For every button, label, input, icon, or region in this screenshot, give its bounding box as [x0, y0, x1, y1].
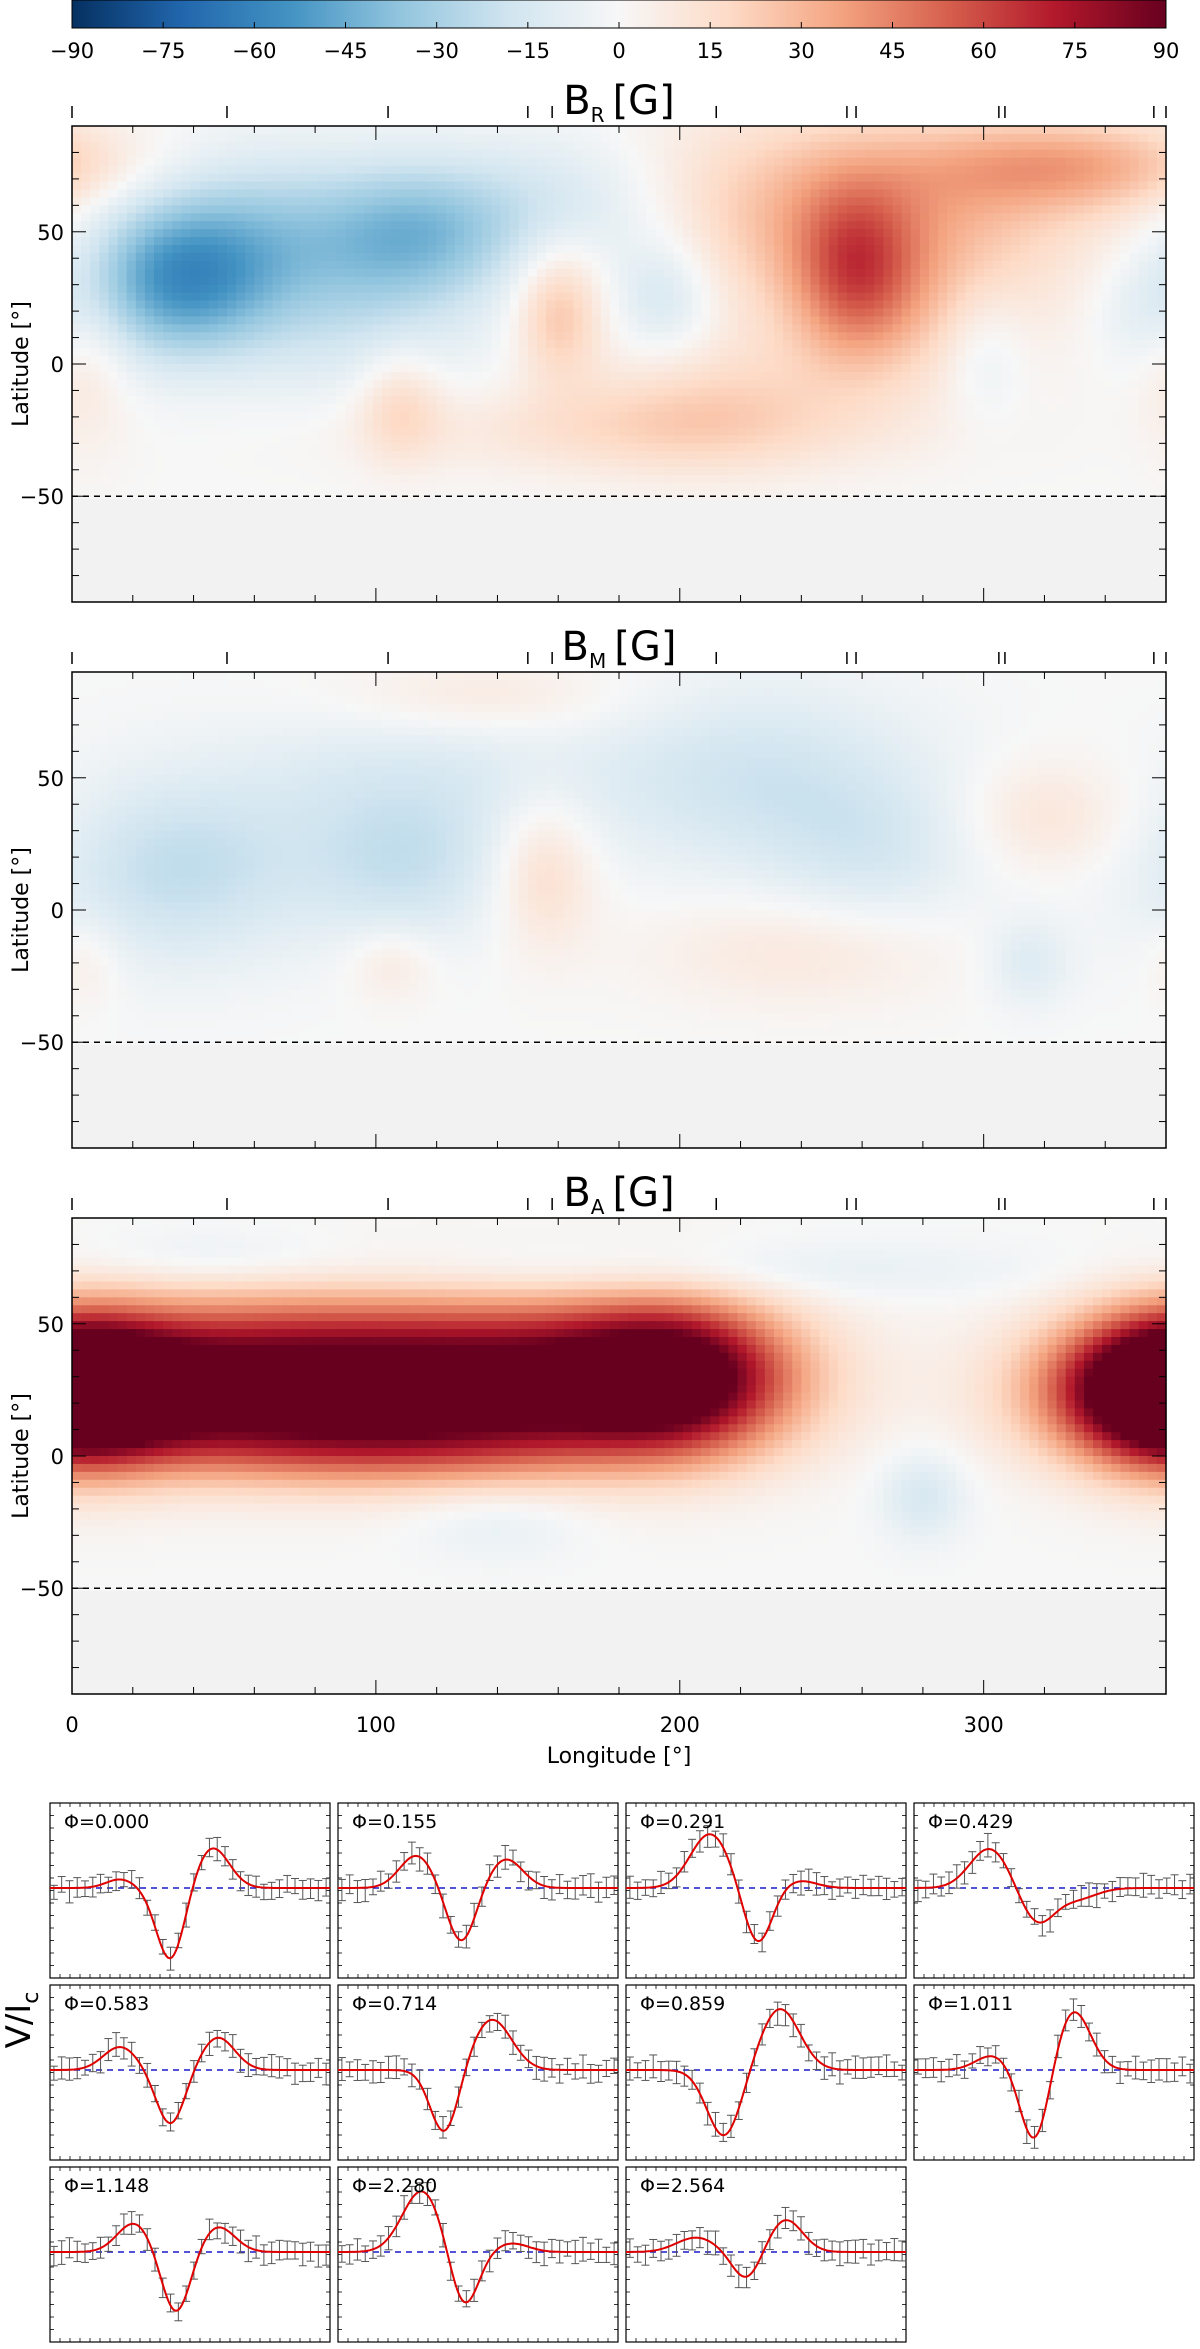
model-curve — [338, 1854, 618, 1942]
x-tick-label: 100 — [356, 1713, 396, 1737]
phase-label: Φ=0.583 — [64, 1993, 149, 2015]
model-curve — [338, 2018, 618, 2132]
profile-frame — [337, 1802, 619, 1979]
colorbar-tick-label: −60 — [232, 39, 276, 63]
stokes-v-profiles: V/Ic Φ=0.000 Φ=0.155 Φ=0.291 Φ=0.429 Φ=0.583… — [0, 1802, 1195, 2343]
colorbar-tick-label: −75 — [141, 39, 185, 63]
phase-label: Φ=1.148 — [64, 2175, 149, 2197]
colorbar-tick-label: 60 — [970, 39, 997, 63]
latitude-axis-title: Latitude [°] — [9, 301, 34, 427]
map-title-unit: [G] — [614, 624, 676, 670]
colorbar-tick-label: −15 — [506, 39, 550, 63]
profile-frame — [913, 1984, 1195, 2161]
profile-panel: Φ=2.280 — [337, 2166, 619, 2343]
colorbar-tick-label: 30 — [788, 39, 815, 63]
profile-frame — [337, 1984, 619, 2161]
phase-label: Φ=0.429 — [928, 1811, 1013, 1833]
map-title-sub: M — [589, 649, 606, 673]
latitude-axis-title: Latitude [°] — [9, 847, 34, 973]
colorbar-tick-label: 45 — [879, 39, 906, 63]
model-curve — [50, 2036, 330, 2125]
profile-panel: Φ=0.155 — [337, 1802, 619, 1979]
stokes-v-axis-label-sub: c — [19, 1992, 44, 2004]
model-curve — [338, 2190, 618, 2304]
longitude-axis: Longitude [°] 0 100 200 300 — [65, 1713, 1003, 1769]
model-curve — [626, 1833, 906, 1943]
map-title: BR [G] — [563, 78, 675, 127]
colorbar-tick-label: 0 — [612, 39, 625, 63]
model-curve — [914, 1847, 1194, 1924]
x-tick-label: 0 — [65, 1713, 78, 1737]
colorbar-tick-label: 90 — [1153, 39, 1180, 63]
map-title-sub: R — [591, 103, 605, 127]
map-raster — [72, 1218, 1167, 1695]
profile-panel: Φ=0.291 — [625, 1802, 907, 1979]
colorbar-tick-label: −30 — [415, 39, 459, 63]
map-raster — [72, 126, 1167, 603]
phase-label: Φ=0.000 — [64, 1811, 149, 1833]
model-curve — [626, 2008, 906, 2137]
colorbar-tick-label: −45 — [323, 39, 367, 63]
phase-label: Φ=1.011 — [928, 1993, 1013, 2015]
map-title-main: B — [563, 78, 590, 124]
phase-label: Φ=0.291 — [640, 1811, 725, 1833]
y-tick-label: −50 — [20, 485, 64, 509]
latitude-axis-title: Latitude [°] — [9, 1393, 34, 1519]
colorbar-tick-label: 15 — [697, 39, 724, 63]
phase-label: Φ=0.859 — [640, 1993, 725, 2015]
profile-panel: Φ=0.000 — [49, 1802, 331, 1979]
y-tick-label: 50 — [37, 221, 64, 245]
profile-panel: Φ=1.011 — [913, 1984, 1195, 2161]
y-tick-label: 0 — [51, 353, 64, 377]
colorbar-tick-label: 75 — [1061, 39, 1088, 63]
map-raster — [72, 672, 1167, 1149]
model-curve — [626, 2219, 906, 2278]
x-tick-label: 200 — [660, 1713, 700, 1737]
colorbar: −90 −75 −60 −45 −30 −15 0 15 30 45 60 75 90 — [50, 0, 1180, 63]
y-tick-label: 50 — [37, 1313, 64, 1337]
map-title: BA [G] — [563, 1170, 674, 1219]
y-tick-label: −50 — [20, 1031, 64, 1055]
profile-frame — [625, 2166, 907, 2343]
profile-panel: Φ=0.583 — [49, 1984, 331, 2161]
longitude-axis-title: Longitude [°] — [547, 1744, 692, 1769]
map-title-main: B — [563, 1170, 590, 1216]
map-title: BM [G] — [562, 624, 677, 673]
y-tick-label: 0 — [51, 1445, 64, 1469]
model-curve — [50, 1847, 330, 1960]
map-title-main: B — [562, 624, 589, 670]
profile-frame — [625, 1984, 907, 2161]
profile-panel: Φ=0.714 — [337, 1984, 619, 2161]
phase-label: Φ=0.714 — [352, 1993, 437, 2015]
profile-panel: Φ=0.859 — [625, 1984, 907, 2161]
x-tick-label: 300 — [964, 1713, 1004, 1737]
y-tick-label: −50 — [20, 1577, 64, 1601]
map-title-unit: [G] — [612, 1170, 674, 1216]
profile-panel: Φ=2.564 — [625, 2166, 907, 2343]
phase-label: Φ=2.564 — [640, 2175, 725, 2197]
profile-frame — [625, 1802, 907, 1979]
map-title-unit: [G] — [613, 78, 675, 124]
profile-frame — [337, 2166, 619, 2343]
colorbar-tick-label: −90 — [50, 39, 94, 63]
phase-label: Φ=0.155 — [352, 1811, 437, 1833]
map-title-sub: A — [591, 1195, 605, 1219]
profile-panel: Φ=0.429 — [913, 1802, 1195, 1979]
colorbar-ticks: −90 −75 −60 −45 −30 −15 0 15 30 45 60 75 90 — [50, 22, 1180, 63]
model-curve — [914, 2011, 1194, 2139]
y-tick-label: 50 — [37, 767, 64, 791]
map-panel-ba: 50 0 −50 BA [G] Latitude [°] — [9, 1170, 1167, 1695]
map-panel-bm: 50 0 −50 BM [G] Latitude [°] — [9, 624, 1167, 1149]
model-curve — [50, 2222, 330, 2312]
y-tick-label: 0 — [51, 899, 64, 923]
profile-panel: Φ=1.148 — [49, 2166, 331, 2343]
stokes-v-axis-label: V/Ic — [0, 1992, 44, 2049]
phase-label: Φ=2.280 — [352, 2175, 437, 2197]
map-panel-br: 50 0 −50 BR [G] Latitude [°] — [9, 78, 1167, 603]
